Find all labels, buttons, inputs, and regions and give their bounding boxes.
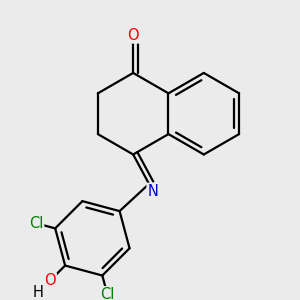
Text: Cl: Cl <box>100 287 115 300</box>
Text: O: O <box>44 273 56 288</box>
Text: H: H <box>32 285 43 300</box>
Text: Cl: Cl <box>29 216 43 231</box>
Text: O: O <box>128 28 139 43</box>
Text: N: N <box>148 184 158 199</box>
